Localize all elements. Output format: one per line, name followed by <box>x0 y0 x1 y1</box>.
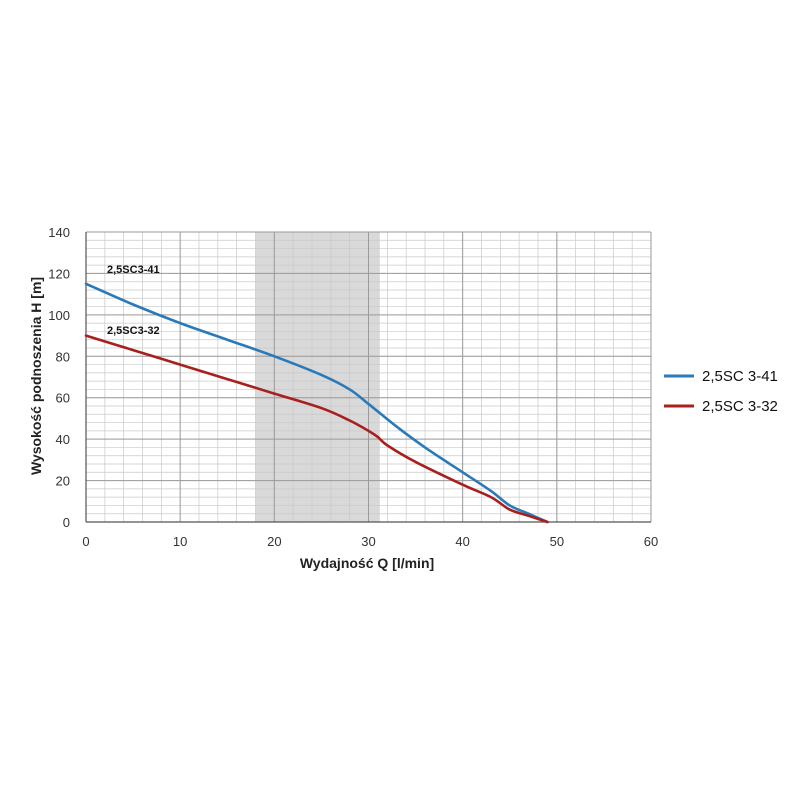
x-tick-label: 40 <box>455 534 469 549</box>
highlight-band <box>255 232 380 522</box>
y-tick-label: 20 <box>56 474 70 489</box>
series-line-0 <box>84 282 549 524</box>
y-axis-title: Wysokość podnoszenia H [m] <box>28 277 44 475</box>
series-label-2-5sc3-41: 2,5SC3-41 <box>107 264 160 276</box>
major-grid <box>85 231 652 523</box>
legend-label-2-5sc3-41: 2,5SC 3-41 <box>702 368 778 385</box>
x-tick-label: 10 <box>173 534 187 549</box>
y-tick-label: 100 <box>48 308 70 323</box>
x-tick-label: 50 <box>550 534 564 549</box>
x-axis-title: Wydajność Q [l/min] <box>300 555 434 571</box>
x-tick-label: 30 <box>361 534 375 549</box>
y-tick-label: 120 <box>48 266 70 281</box>
y-tick-label: 40 <box>56 432 70 447</box>
y-tick-label: 60 <box>56 391 70 406</box>
x-tick-label: 60 <box>644 534 658 549</box>
y-tick-label: 80 <box>56 349 70 364</box>
x-tick-label: 0 <box>82 534 89 549</box>
axes <box>85 232 651 523</box>
x-tick-label: 20 <box>267 534 281 549</box>
x-tick-labels: 0 10 20 30 40 50 60 <box>82 534 658 549</box>
legend: 2,5SC 3-41 2,5SC 3-32 <box>664 368 778 415</box>
y-tick-label: 140 <box>48 225 70 240</box>
y-tick-label: 0 <box>63 515 70 530</box>
legend-label-2-5sc3-32: 2,5SC 3-32 <box>702 398 778 415</box>
y-tick-labels: 0 20 40 60 80 100 120 140 <box>48 225 70 530</box>
series-lines <box>84 282 549 524</box>
series-label-2-5sc3-32: 2,5SC3-32 <box>107 325 160 337</box>
series-line-1 <box>84 334 549 524</box>
